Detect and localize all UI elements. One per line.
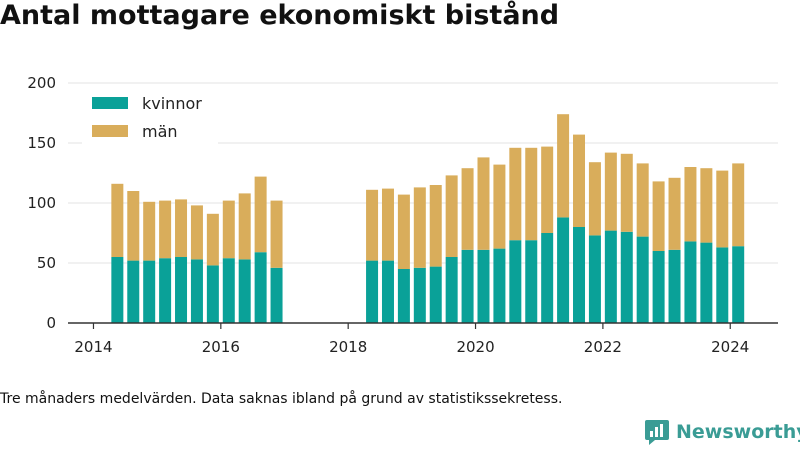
bar-kvinnor	[381, 260, 394, 323]
bar-kvinnor	[557, 217, 570, 323]
bar-man	[477, 157, 490, 250]
bars	[111, 114, 745, 323]
bar-man	[541, 146, 554, 233]
bar-kvinnor	[190, 259, 203, 323]
x-tick-label: 2018	[329, 338, 367, 356]
axes: 0 50 100 150 200 2014 2016 2018 2020 2022 2024	[27, 74, 778, 356]
bar-kvinnor	[111, 257, 124, 323]
legend-swatch	[92, 97, 128, 109]
bar-kvinnor	[541, 233, 554, 323]
bar-kvinnor	[493, 248, 506, 323]
bar-man	[238, 193, 251, 260]
y-tick-label: 100	[27, 194, 56, 212]
brand[interactable]: Newsworthy	[644, 418, 800, 446]
bar-man	[573, 134, 586, 227]
bar-man	[557, 114, 570, 218]
bar-kvinnor	[366, 260, 379, 323]
bar-kvinnor	[477, 249, 490, 323]
bar-kvinnor	[668, 249, 681, 323]
bar-man	[588, 162, 601, 236]
x-tick-label: 2024	[711, 338, 749, 356]
bar-kvinnor	[222, 258, 235, 323]
bar-man	[509, 147, 522, 241]
bar-man	[222, 200, 235, 259]
x-tick-label: 2016	[202, 338, 240, 356]
footnote: Tre månaders medelvärden. Data saknas ib…	[0, 391, 563, 407]
legend-swatch	[92, 125, 128, 137]
x-tick-label: 2022	[584, 338, 622, 356]
legend-label: män	[142, 122, 178, 141]
y-tick-label: 50	[37, 254, 56, 272]
y-tick-label: 150	[27, 134, 56, 152]
bar-man	[461, 168, 474, 250]
bar-man	[190, 205, 203, 260]
bar-man	[270, 200, 283, 268]
bar-man	[636, 163, 649, 237]
bar-kvinnor	[461, 249, 474, 323]
bar-chart: 0 50 100 150 200 2014 2016 2018 2020 2022 2024 kvi…	[27, 74, 778, 356]
bar-man	[127, 191, 140, 261]
x-tick-label: 2014	[74, 338, 112, 356]
bar-man	[445, 175, 458, 257]
bar-man	[397, 194, 410, 269]
bar-kvinnor	[604, 230, 617, 323]
bar-man	[381, 188, 394, 261]
bar-man	[700, 168, 713, 243]
bar-kvinnor	[445, 257, 458, 323]
bar-kvinnor	[700, 242, 713, 323]
brand-name: Newsworthy	[676, 421, 800, 443]
bar-kvinnor	[143, 260, 156, 323]
bar-man	[620, 153, 633, 232]
bar-kvinnor	[397, 269, 410, 323]
bar-kvinnor	[127, 260, 140, 323]
bar-kvinnor	[652, 251, 665, 323]
bar-man	[143, 201, 156, 261]
bar-man	[159, 200, 172, 259]
bar-man	[175, 199, 188, 257]
bar-man	[413, 187, 426, 268]
bar-kvinnor	[636, 236, 649, 323]
bar-man	[493, 164, 506, 249]
bar-man	[604, 152, 617, 231]
chart-title: Antal mottagare ekonomiskt bistånd	[0, 0, 560, 31]
bar-kvinnor	[588, 235, 601, 323]
bar-kvinnor	[684, 241, 697, 323]
bar-kvinnor	[573, 227, 586, 323]
y-tick-label: 200	[27, 74, 56, 92]
bar-man	[429, 185, 442, 267]
y-tick-label: 0	[46, 314, 56, 332]
bar-kvinnor	[429, 266, 442, 323]
bar-man	[206, 213, 219, 266]
bar-kvinnor	[206, 265, 219, 323]
bar-man	[652, 181, 665, 251]
bar-kvinnor	[175, 257, 188, 323]
bar-kvinnor	[732, 246, 745, 323]
bar-man	[716, 170, 729, 248]
bar-kvinnor	[413, 267, 426, 323]
bar-kvinnor	[270, 267, 283, 323]
bar-kvinnor	[509, 240, 522, 323]
bar-man	[668, 177, 681, 250]
bar-kvinnor	[238, 259, 251, 323]
bar-kvinnor	[525, 240, 538, 323]
bar-kvinnor	[159, 258, 172, 323]
newsworthy-logo-icon	[645, 420, 669, 445]
bar-man	[732, 163, 745, 247]
x-tick-label: 2020	[456, 338, 494, 356]
legend-label: kvinnor	[142, 94, 202, 113]
legend: kvinnor män	[82, 92, 218, 152]
bar-man	[684, 167, 697, 242]
bar-man	[366, 189, 379, 261]
bar-man	[525, 147, 538, 241]
bar-kvinnor	[620, 231, 633, 323]
bar-man	[111, 183, 124, 257]
bar-kvinnor	[254, 252, 267, 323]
bar-kvinnor	[716, 247, 729, 323]
bar-man	[254, 176, 267, 253]
